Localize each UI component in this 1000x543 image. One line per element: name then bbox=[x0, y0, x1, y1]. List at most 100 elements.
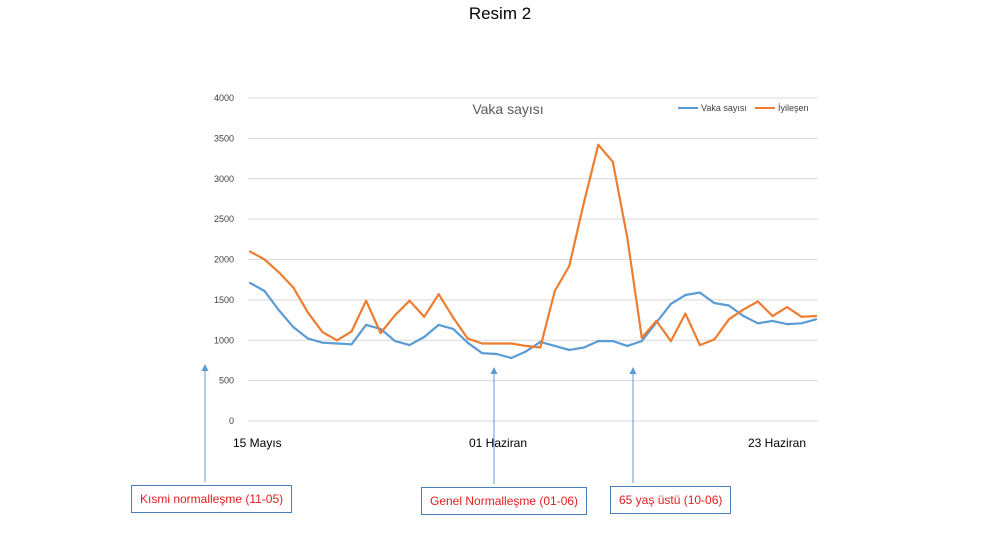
data-point bbox=[335, 342, 339, 345]
data-point bbox=[423, 335, 426, 339]
data-point bbox=[597, 143, 600, 146]
data-point bbox=[582, 346, 585, 349]
data-point bbox=[394, 339, 397, 343]
data-point bbox=[524, 344, 527, 348]
y-tick-label: 3500 bbox=[214, 133, 234, 143]
y-tick-label: 500 bbox=[219, 376, 234, 386]
data-point bbox=[292, 326, 295, 329]
data-point bbox=[640, 339, 643, 343]
annotation-arrow-head bbox=[629, 367, 637, 374]
data-point bbox=[379, 331, 382, 335]
data-point bbox=[350, 330, 353, 333]
data-point bbox=[248, 281, 252, 285]
data-point bbox=[713, 338, 716, 341]
data-point bbox=[423, 315, 426, 318]
data-point bbox=[466, 341, 469, 344]
annotation-general-normalization: Genel Normalleşme (01-06) bbox=[421, 487, 588, 515]
series-line-iyilesen bbox=[249, 143, 817, 349]
y-tick-label: 2500 bbox=[214, 214, 234, 224]
data-point bbox=[626, 236, 629, 239]
data-point bbox=[306, 311, 310, 314]
data-point bbox=[248, 250, 252, 253]
data-point bbox=[437, 293, 440, 296]
data-point bbox=[640, 336, 643, 339]
data-point bbox=[365, 323, 368, 327]
data-point bbox=[756, 300, 760, 303]
data-point bbox=[611, 160, 614, 163]
data-point bbox=[452, 316, 455, 319]
y-tick-label: 2000 bbox=[214, 255, 234, 265]
annotation-partial-normalization: Kısmi normalleşme (11-05) bbox=[131, 485, 293, 513]
data-point bbox=[814, 314, 818, 318]
data-point bbox=[742, 314, 745, 318]
data-point bbox=[394, 314, 397, 317]
data-point bbox=[335, 339, 339, 342]
data-point bbox=[727, 304, 731, 307]
data-point bbox=[481, 352, 484, 355]
annotation-65-plus: 65 yaş üstü (10-06) bbox=[610, 486, 732, 514]
data-point bbox=[582, 201, 585, 205]
data-point bbox=[408, 299, 411, 302]
data-point bbox=[481, 342, 484, 345]
data-point bbox=[785, 323, 789, 326]
chart-title: Vaka sayısı bbox=[472, 101, 543, 117]
data-point bbox=[263, 258, 266, 261]
data-point bbox=[277, 309, 281, 312]
data-point bbox=[408, 343, 411, 347]
data-point bbox=[698, 343, 701, 347]
data-point bbox=[437, 323, 440, 327]
data-point bbox=[321, 341, 324, 344]
data-point bbox=[800, 315, 803, 318]
data-point bbox=[495, 342, 498, 345]
data-point bbox=[626, 344, 629, 348]
legend-label-iyilesen: İyileşen bbox=[778, 103, 809, 113]
data-point bbox=[684, 312, 687, 315]
data-point bbox=[713, 302, 716, 305]
data-point bbox=[669, 302, 672, 306]
legend-label-vaka: Vaka sayısı bbox=[701, 103, 747, 113]
page-title: Resim 2 bbox=[468, 4, 532, 23]
data-point bbox=[277, 271, 281, 274]
data-point bbox=[756, 322, 760, 325]
legend: Vaka sayısı İyileşen bbox=[678, 103, 809, 113]
data-point bbox=[727, 318, 731, 321]
y-tick-label: 0 bbox=[229, 416, 234, 426]
data-point bbox=[350, 343, 353, 346]
data-point bbox=[684, 293, 687, 297]
data-point bbox=[321, 331, 324, 334]
data-point bbox=[452, 327, 455, 331]
data-point bbox=[524, 350, 527, 353]
data-point bbox=[597, 339, 600, 343]
data-point bbox=[510, 342, 513, 345]
annotation-arrow-head bbox=[490, 367, 498, 374]
data-point bbox=[553, 344, 556, 348]
data-point bbox=[611, 339, 614, 343]
data-point bbox=[785, 306, 789, 309]
y-tick-label: 1000 bbox=[214, 335, 234, 345]
y-tick-label: 4000 bbox=[214, 93, 234, 103]
data-point bbox=[669, 339, 672, 343]
x-tick-label: 01 Haziran bbox=[469, 436, 528, 450]
data-point bbox=[771, 314, 774, 318]
data-point bbox=[263, 289, 266, 293]
data-point bbox=[800, 322, 803, 325]
annotation-arrow-head bbox=[201, 364, 209, 371]
data-point bbox=[539, 346, 542, 349]
data-point bbox=[742, 308, 745, 311]
data-point bbox=[495, 352, 498, 356]
data-point bbox=[771, 319, 774, 322]
data-point bbox=[510, 356, 513, 360]
x-tick-label: 15 Mayıs bbox=[233, 436, 282, 450]
data-point bbox=[568, 348, 571, 352]
data-point bbox=[306, 337, 310, 340]
data-point bbox=[553, 289, 556, 293]
data-point bbox=[292, 286, 295, 289]
data-point bbox=[365, 299, 368, 302]
y-tick-label: 1500 bbox=[214, 295, 234, 305]
x-tick-label: 23 Haziran bbox=[748, 436, 807, 450]
data-point bbox=[466, 337, 469, 340]
data-point bbox=[814, 318, 818, 321]
data-point bbox=[698, 291, 701, 294]
y-tick-label: 3000 bbox=[214, 174, 234, 184]
